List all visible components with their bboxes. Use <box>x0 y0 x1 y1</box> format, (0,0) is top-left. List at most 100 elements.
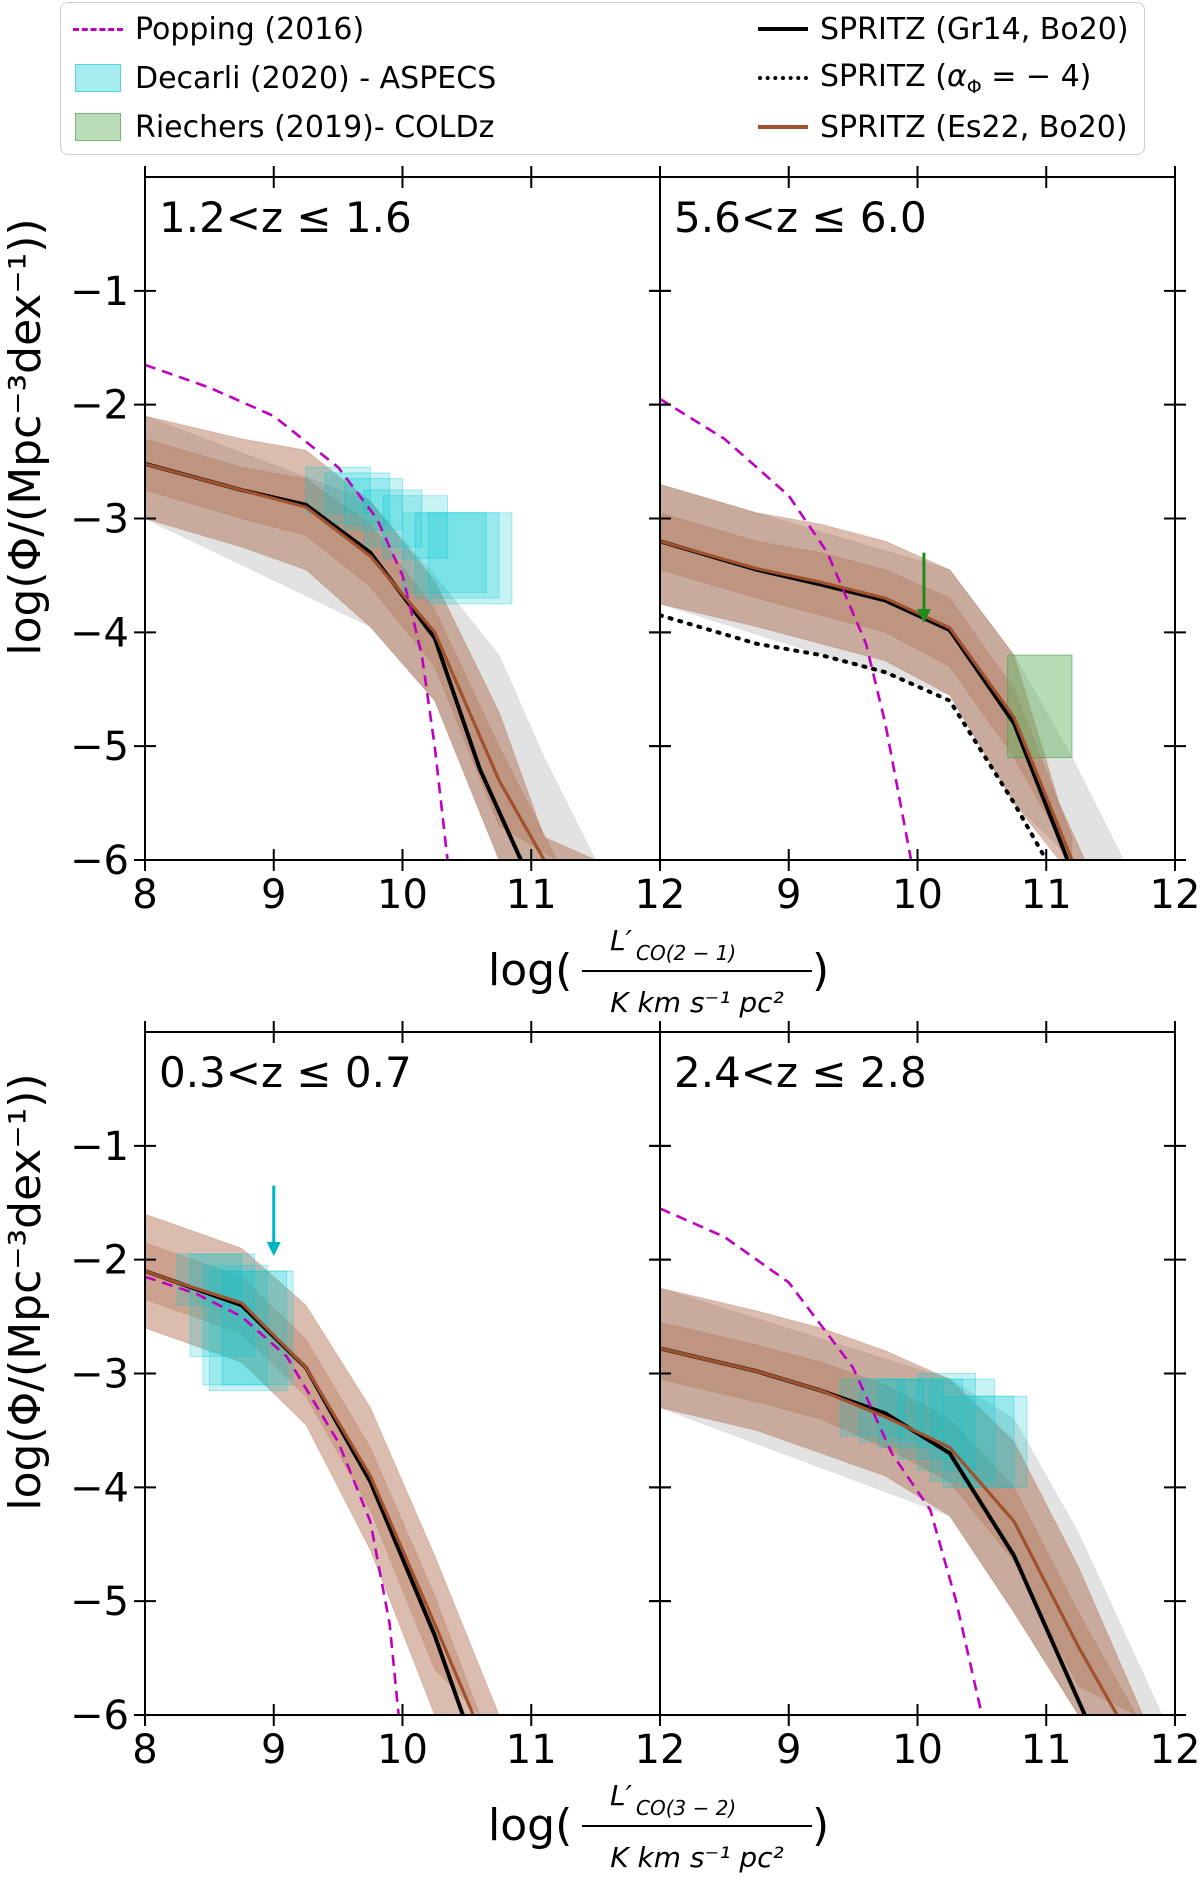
panel-bottom-left: −1 −2 −3 −4 −5 −68 9 10 11 12 0.3<z ≤ 0.7 <box>70 1021 685 1773</box>
xlabel-num-sub: CO(2 − 1) <box>636 941 736 965</box>
x-axis-label-bottom: log( L′ CO(3 − 2) K km s⁻¹ pc² ) <box>488 1779 829 1874</box>
decarli-box <box>344 478 403 531</box>
legend: Popping (2016) Decarli (2020) - ASPECS R… <box>60 2 1145 155</box>
y-tick-label: −5 <box>70 1579 129 1625</box>
legend-item-decarli: Decarli (2020) - ASPECS <box>71 58 496 98</box>
decarli-box <box>176 1253 243 1306</box>
legend-label: SPRITZ (Es22, Bo20) <box>820 109 1128 145</box>
uncertainty-band <box>660 483 1125 860</box>
x-tick-label: 9 <box>776 1727 801 1773</box>
panel-title: 2.4<z ≤ 2.8 <box>674 1048 927 1097</box>
cyan-box-swatch <box>75 64 121 92</box>
decarli-box <box>305 466 371 514</box>
legend-label: Riechers (2019)- COLDz <box>135 109 495 145</box>
decarli-box <box>917 1373 976 1471</box>
x-tick-label: 10 <box>377 872 428 918</box>
xlabel-numerator: L′ <box>610 1779 633 1812</box>
decarli-box <box>962 1395 1028 1488</box>
y-tick-label: −4 <box>70 1465 129 1511</box>
y-tick-label: −4 <box>70 610 129 656</box>
decarli-box <box>382 495 449 559</box>
brown-line-swatch <box>758 125 808 129</box>
xlabel-num-sub: CO(3 − 2) <box>636 1796 736 1820</box>
x-tick-label: 9 <box>776 872 801 918</box>
decarli-box <box>202 1264 268 1386</box>
y-axis-label-bottom: log(Φ/(Mpc⁻³dex⁻¹)) <box>0 1073 51 1510</box>
uncertainty-band <box>660 512 1073 860</box>
decarli-box <box>414 512 500 599</box>
decarli-box <box>402 512 487 593</box>
x-tick-label: 10 <box>892 872 943 918</box>
decarli-box <box>208 1270 288 1392</box>
popping-line <box>145 1275 400 1715</box>
legend-item-riechers: Riechers (2019)- COLDz <box>71 107 494 147</box>
x-tick-label: 8 <box>132 1727 157 1773</box>
panel-title: 1.2<z ≤ 1.6 <box>159 193 412 242</box>
y-tick-label: −2 <box>70 383 129 429</box>
plot-area <box>145 363 597 860</box>
spritz-es22-line <box>145 462 546 860</box>
spritz-es22-line <box>660 1346 1119 1715</box>
x-tick-label: 9 <box>261 872 286 918</box>
plot-area <box>145 1213 500 1715</box>
xlabel-close: ) <box>812 1800 829 1851</box>
y-tick-label: −3 <box>70 497 129 543</box>
legend-label: Popping (2016) <box>135 11 365 47</box>
x-tick-label: 12 <box>635 872 686 918</box>
panel-title: 5.6<z ≤ 6.0 <box>674 193 927 242</box>
legend-item-alpha: SPRITZ (αΦ = − 4) <box>756 58 1091 98</box>
plot-area <box>660 397 1125 860</box>
xlabel-log: log( <box>488 1800 572 1851</box>
legend-label: SPRITZ (αΦ = − 4) <box>820 58 1092 98</box>
legend-label: SPRITZ (Gr14, Bo20) <box>820 11 1129 47</box>
x-tick-label: 10 <box>377 1727 428 1773</box>
x-tick-label: 11 <box>506 1727 557 1773</box>
dashed-line-swatch <box>73 28 123 31</box>
popping-line <box>145 363 449 860</box>
y-tick-label: −1 <box>70 269 129 315</box>
legend-item-es22: SPRITZ (Es22, Bo20) <box>756 107 1128 147</box>
xlabel-denominator: K km s⁻¹ pc² <box>610 986 784 1019</box>
plot-area <box>660 1207 1163 1715</box>
decarli-box <box>427 512 513 605</box>
panel-title: 0.3<z ≤ 0.7 <box>159 1048 412 1097</box>
riechers-box <box>1007 654 1073 759</box>
uncertainty-band <box>660 483 1086 860</box>
green-box-swatch <box>75 113 121 141</box>
y-tick-label: −2 <box>70 1238 129 1284</box>
legend-item-gr14: SPRITZ (Gr14, Bo20) <box>756 9 1129 49</box>
dotted-line-swatch <box>758 76 808 80</box>
panel-top-left: −1 −2 −3 −4 −5 −68 9 10 11 12 1.2<z ≤ 1.6 <box>70 166 685 918</box>
upper-limit-arrow-head <box>266 1241 281 1256</box>
black-line-swatch <box>758 27 808 31</box>
spritz-es22-line <box>145 1269 475 1715</box>
panel-bottom-right: 9 10 11 12 2.4<z ≤ 2.8 <box>649 1021 1200 1773</box>
uncertainty-band <box>145 438 558 860</box>
xlabel-log: log( <box>488 945 572 996</box>
x-tick-label: 12 <box>1150 1727 1200 1773</box>
popping-line <box>660 397 913 860</box>
uncertainty-band <box>145 415 597 860</box>
y-tick-label: −3 <box>70 1352 129 1398</box>
x-tick-label: 11 <box>506 872 557 918</box>
uncertainty-band <box>660 1287 1144 1715</box>
y-axis-label-top: log(Φ/(Mpc⁻³dex⁻¹)) <box>0 218 51 655</box>
x-tick-label: 12 <box>635 1727 686 1773</box>
x-tick-label: 8 <box>132 872 157 918</box>
y-tick-label: −1 <box>70 1124 129 1170</box>
y-tick-label: −6 <box>70 1693 129 1739</box>
xlabel-close: ) <box>812 945 829 996</box>
xlabel-denominator: K km s⁻¹ pc² <box>610 1841 784 1874</box>
x-tick-label: 12 <box>1150 872 1200 918</box>
decarli-box <box>878 1378 944 1448</box>
y-tick-label: −6 <box>70 838 129 884</box>
decarli-box <box>324 472 391 525</box>
x-tick-label: 9 <box>261 1727 286 1773</box>
legend-label: Decarli (2020) - ASPECS <box>135 60 497 96</box>
panel-top-right: 9 10 11 12 5.6<z ≤ 6.0 <box>649 166 1200 918</box>
x-tick-label: 11 <box>1021 872 1072 918</box>
spritz-es22-line <box>660 539 1074 860</box>
uncertainty-band <box>145 1213 500 1715</box>
